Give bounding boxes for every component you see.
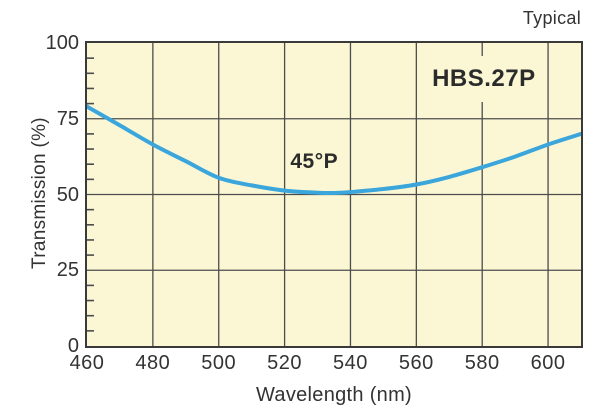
transmission-curve bbox=[87, 104, 581, 196]
plot-area: 45°P HBS.27P bbox=[85, 41, 583, 348]
typical-note: Typical bbox=[522, 8, 581, 28]
x-tick-label: 520 bbox=[267, 352, 303, 374]
y-tick-label: 100 bbox=[45, 32, 79, 54]
y-tick-label: 0 bbox=[67, 335, 79, 357]
y-tick-label: 50 bbox=[56, 183, 79, 206]
x-tick-label: 540 bbox=[333, 352, 368, 374]
model-label: HBS.27P bbox=[427, 56, 541, 103]
x-tick-label: 460 bbox=[69, 352, 105, 374]
x-tick-label: 600 bbox=[530, 352, 566, 374]
y-tick-label: 25 bbox=[56, 259, 79, 282]
x-axis-title: Wavelength (nm) bbox=[255, 384, 413, 406]
y-tick-label: 75 bbox=[56, 107, 79, 130]
x-tick-label: 480 bbox=[135, 352, 171, 374]
x-tick-label: 500 bbox=[201, 352, 237, 374]
curve-label: 45°P bbox=[290, 150, 339, 174]
x-tick-label: 560 bbox=[398, 352, 434, 374]
x-tick-label: 580 bbox=[464, 352, 500, 374]
